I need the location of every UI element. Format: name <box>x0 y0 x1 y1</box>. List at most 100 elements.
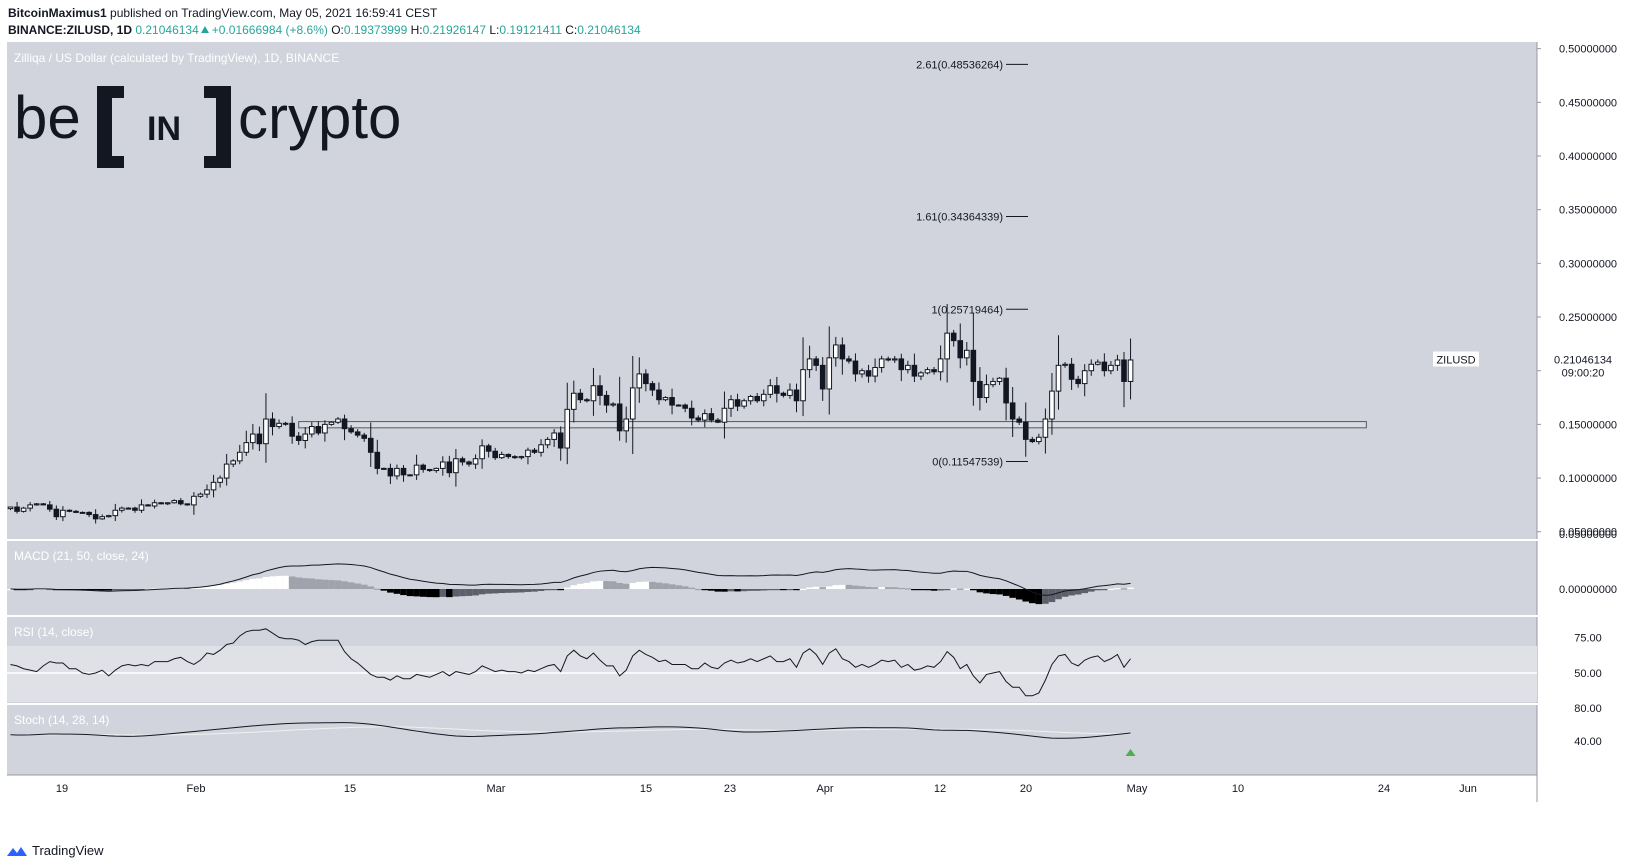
candle-body <box>485 445 492 452</box>
price-axis-background <box>1537 42 1627 775</box>
candle-body <box>846 358 852 362</box>
macd-histogram-bar <box>616 582 623 589</box>
macd-histogram-bar <box>197 586 204 589</box>
candle-body <box>531 449 538 453</box>
candle-body <box>1029 438 1036 443</box>
price-tick-label: 0.15000000 <box>1559 419 1617 431</box>
macd-histogram-bar <box>550 589 558 591</box>
candle-body <box>708 413 715 421</box>
watermark-bracket-inner <box>112 98 216 156</box>
macd-histogram-bar <box>315 579 322 589</box>
candle-body <box>551 432 557 440</box>
macd-histogram-bar <box>865 586 872 589</box>
candle-body <box>1095 361 1101 365</box>
support-zone-rect <box>298 421 1367 429</box>
macd-histogram-bar <box>380 589 388 591</box>
candle-body <box>256 433 263 445</box>
candle-body <box>426 468 433 472</box>
author-name[interactable]: BitcoinMaximus1 <box>8 6 107 20</box>
time-tick-label: Jun <box>1459 783 1477 795</box>
candle-body <box>204 489 210 495</box>
candle-body <box>905 364 911 371</box>
price-tick-label: 0.50000000 <box>1559 44 1617 56</box>
macd-histogram-bar <box>452 589 460 597</box>
macd-histogram-bar <box>328 580 335 589</box>
candle-body <box>944 332 950 360</box>
candle-body <box>957 340 964 359</box>
macd-histogram-bar <box>275 575 283 589</box>
candle-body <box>754 395 761 402</box>
macd-histogram-bar <box>537 589 545 592</box>
macd-histogram-bar <box>1061 589 1069 597</box>
last-price-countdown: 09:00:20 <box>1562 367 1605 379</box>
macd-histogram-bar <box>943 589 951 591</box>
candle-body <box>878 358 885 368</box>
macd-histogram-bar <box>662 583 669 589</box>
candle-body <box>263 418 269 445</box>
macd-histogram-bar <box>105 589 113 591</box>
macd-histogram-bar <box>989 589 997 595</box>
macd-histogram-bar <box>839 584 846 589</box>
candle-body <box>145 504 151 507</box>
candle-body <box>433 467 440 472</box>
macd-histogram-bar <box>92 589 99 591</box>
candle-body <box>629 387 636 420</box>
candle-body <box>865 370 872 377</box>
price-tick-label: 0.35000000 <box>1559 205 1617 217</box>
macd-histogram-bar <box>341 581 348 589</box>
stoch-label: Stoch (14, 28, 14) <box>14 713 109 727</box>
macd-histogram-bar <box>472 589 479 596</box>
macd-label: MACD (21, 50, close, 24) <box>14 549 149 563</box>
macd-histogram-bar <box>773 589 781 591</box>
candle-body <box>682 404 688 409</box>
candle-body <box>787 389 793 396</box>
candle-body <box>210 481 217 491</box>
macd-histogram-bar <box>465 589 473 596</box>
time-tick-label: 20 <box>1020 783 1032 795</box>
macd-histogram-bar <box>446 589 453 598</box>
candle-body <box>1075 378 1081 385</box>
macd-histogram-bar <box>269 576 276 589</box>
macd-histogram-bar <box>419 589 427 597</box>
macd-histogram-bar <box>590 581 597 589</box>
candle-body <box>459 458 466 463</box>
fib-label: 2.61(0.48536264) <box>916 59 1003 71</box>
candle-body <box>571 392 577 410</box>
fib-levels[interactable]: 2.61(0.48536264) 1.61(0.34364339) 1(0.2571… <box>916 59 1028 468</box>
macd-histogram-bar <box>223 583 230 589</box>
last-price-value: 0.21046134 <box>1554 354 1612 366</box>
macd-histogram-bar <box>498 589 506 594</box>
candle-body <box>361 434 367 439</box>
price-tick-label: 0.30000000 <box>1559 258 1617 270</box>
macd-histogram-bar <box>688 587 695 589</box>
macd-histogram-bar <box>740 589 748 592</box>
tradingview-logo-icon <box>7 846 27 856</box>
macd-histogram-bar <box>642 581 650 589</box>
macd-histogram-bar <box>432 589 440 598</box>
candle-body <box>747 395 754 402</box>
macd-histogram-bar <box>7 589 14 591</box>
price-tick-label: 0.05000000 <box>1559 527 1617 539</box>
macd-histogram-bar <box>511 589 519 593</box>
macd-histogram-bar <box>1120 588 1128 590</box>
candle-body <box>1088 363 1095 372</box>
candle-body <box>73 510 79 513</box>
macd-histogram-bar <box>852 585 859 589</box>
candle-body <box>688 407 695 419</box>
time-tick-label: 15 <box>344 783 356 795</box>
macd-histogram-bar <box>714 589 722 592</box>
macd-histogram-bar <box>236 581 244 589</box>
macd-histogram-bar <box>655 582 663 589</box>
candle-body <box>839 344 846 360</box>
macd-histogram-bar <box>33 588 40 591</box>
price-chart[interactable]: Zilliqa / US Dollar (calculated by Tradi… <box>0 42 1627 837</box>
candle-body <box>544 438 551 446</box>
candle-body <box>669 397 675 406</box>
macd-histogram-bar <box>1015 589 1023 600</box>
candle-body <box>53 508 60 518</box>
candle-body <box>734 399 741 407</box>
support-zone[interactable] <box>298 421 1367 429</box>
macd-histogram-bar <box>249 578 257 589</box>
watermark-bracket-gap-top <box>124 86 204 98</box>
tradingview-footer[interactable]: TradingView <box>6 843 104 858</box>
